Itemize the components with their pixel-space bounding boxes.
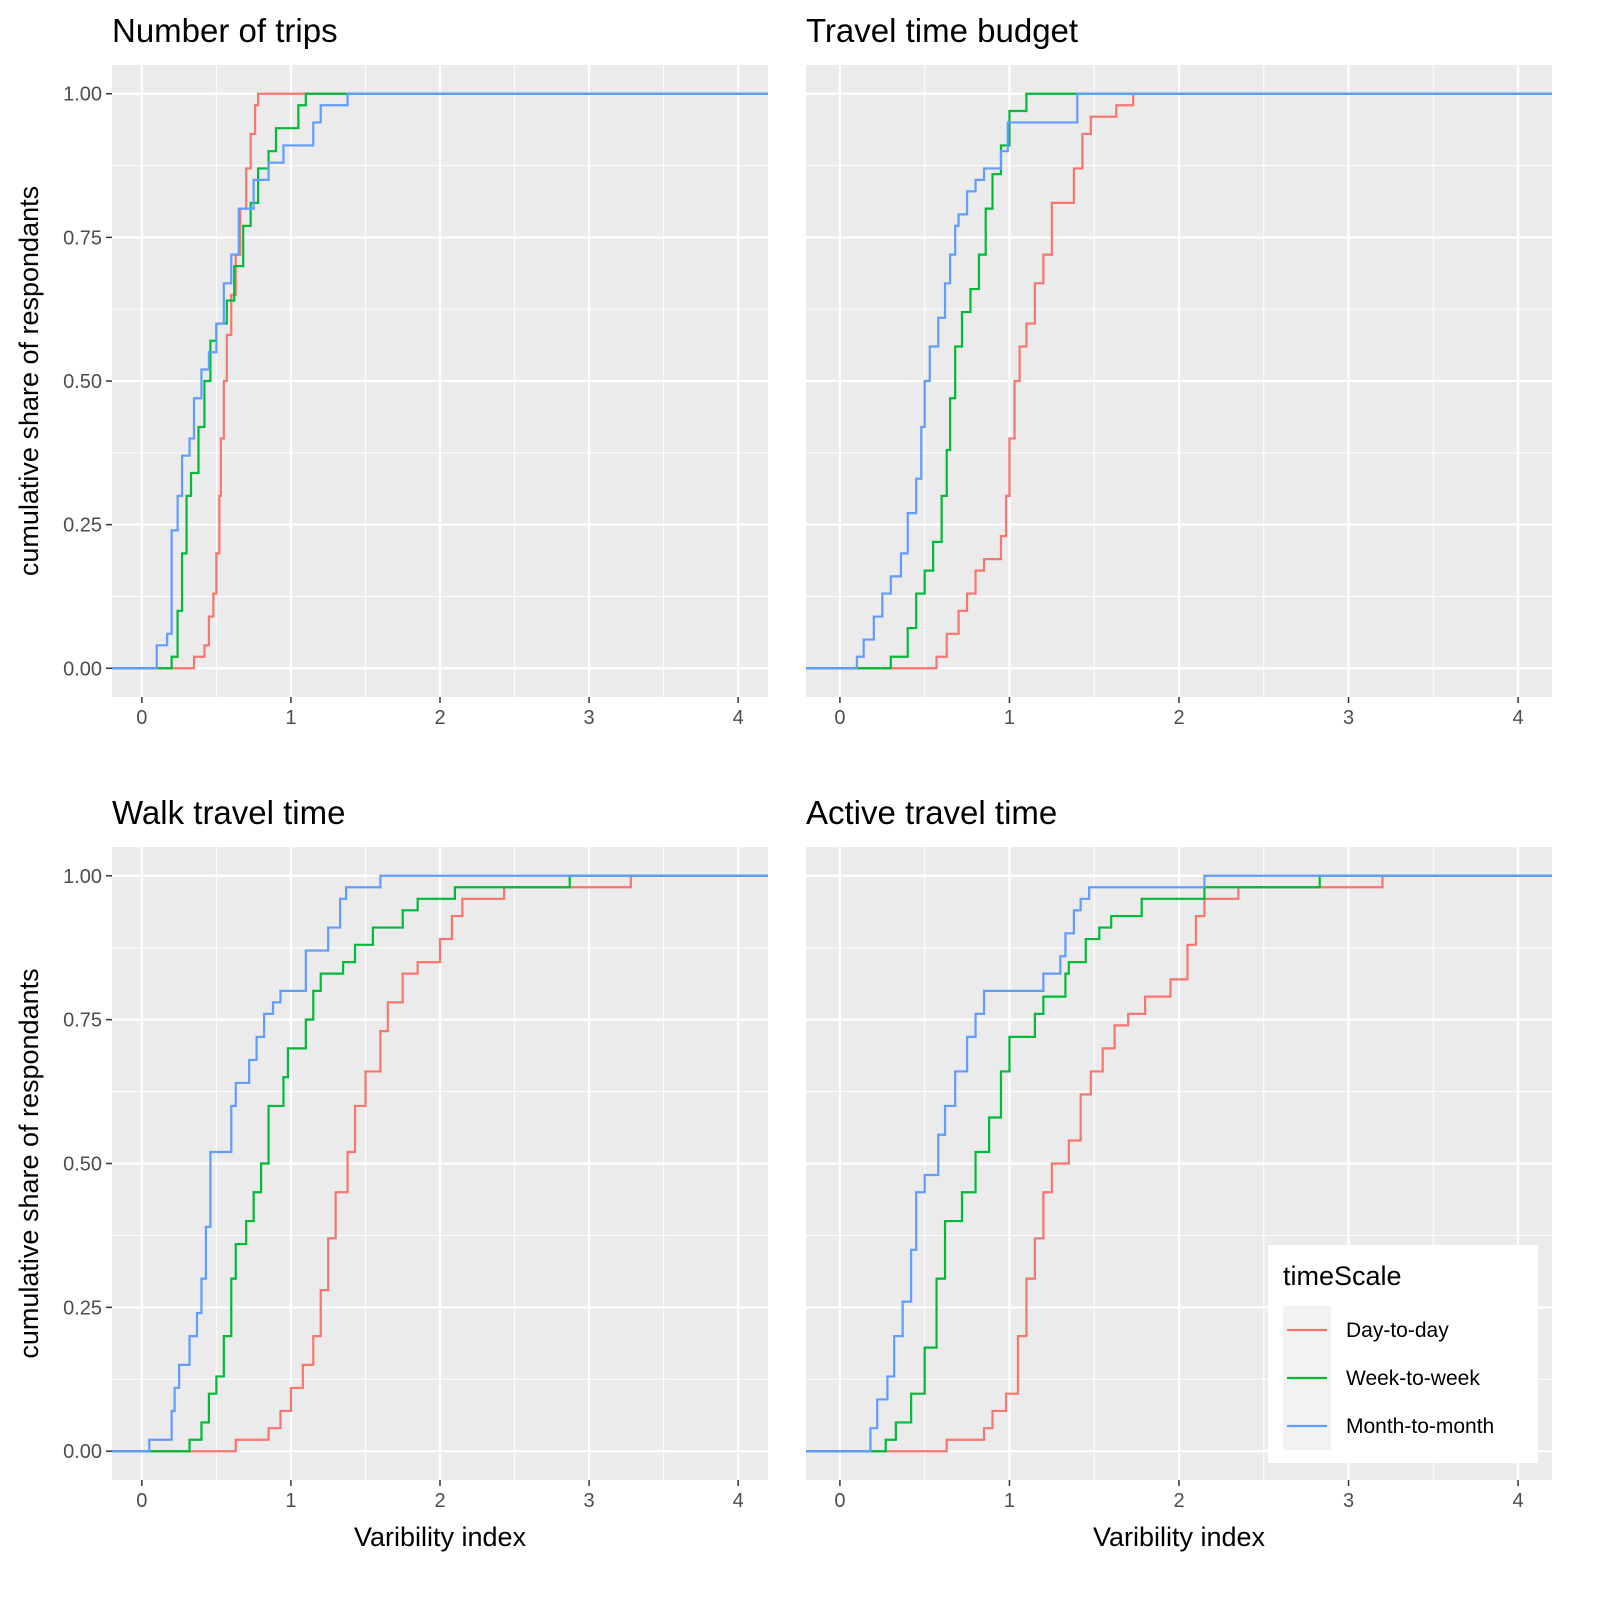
x-tick-label: 3	[584, 707, 595, 729]
x-tick-label: 0	[136, 1490, 147, 1512]
panel-1: 0 1 2 3 4 Travel time budget	[806, 12, 1552, 741]
x-tick-label: 4	[1513, 707, 1524, 729]
x-tick-label: 4	[733, 1490, 744, 1512]
y-tick-label: 0.25	[63, 1297, 102, 1319]
panel-title: Travel time budget	[806, 12, 1078, 49]
x-tick-label: 2	[434, 1490, 445, 1512]
x-tick-label: 1	[285, 707, 296, 729]
x-tick-label: 4	[1513, 1490, 1524, 1512]
y-tick-label: 0.75	[63, 227, 102, 249]
x-tick-label: 1	[285, 1490, 296, 1512]
ecdf-line-month-to-month	[112, 92, 768, 670]
y-tick-label: 1.00	[63, 866, 102, 888]
y-axis-label: cumulative share of respondants	[14, 186, 44, 576]
x-tick-label: 0	[834, 707, 845, 729]
ecdf-line-week-to-week	[806, 874, 1552, 1453]
ecdf-line-day-to-day	[806, 874, 1552, 1453]
ecdf-line-day-to-day	[112, 874, 768, 1453]
x-tick-label: 1	[1004, 1490, 1015, 1512]
ecdf-line-month-to-month	[806, 874, 1552, 1453]
y-tick-label: 0.50	[63, 1154, 102, 1176]
legend-label: Day-to-day	[1346, 1319, 1449, 1342]
panel-title: Active travel time	[806, 794, 1057, 831]
panel-title: Walk travel time	[112, 794, 345, 831]
y-tick-label: 0.25	[63, 515, 102, 537]
y-tick-label: 0.00	[63, 1441, 102, 1463]
x-tick-label: 4	[733, 707, 744, 729]
y-axis-label: cumulative share of respondants	[14, 968, 44, 1358]
x-axis-label: Varibility index	[354, 1522, 527, 1552]
x-tick-label: 2	[1173, 707, 1184, 729]
y-tick-label: 1.00	[63, 84, 102, 106]
x-axis-label: Varibility index	[1093, 1522, 1266, 1552]
ecdf-line-day-to-day	[112, 92, 768, 670]
x-tick-label: 3	[1343, 707, 1354, 729]
x-tick-label: 1	[1004, 707, 1015, 729]
legend-label: Week-to-week	[1346, 1367, 1480, 1390]
ecdf-line-day-to-day	[806, 92, 1552, 670]
panel-0: 0.00 0.25 0.50 0.75 1.00 0 1 2 3 4 Number of trips…	[14, 12, 768, 741]
legend-label: Month-to-month	[1346, 1415, 1494, 1438]
ecdf-line-month-to-month	[806, 92, 1552, 670]
x-tick-label: 2	[1173, 1490, 1184, 1512]
y-tick-label: 0.00	[63, 658, 102, 680]
x-tick-label: 0	[136, 707, 147, 729]
x-tick-label: 2	[434, 707, 445, 729]
y-tick-label: 0.50	[63, 371, 102, 393]
panel-title: Number of trips	[112, 12, 338, 49]
legend: timeScale Day-to-day Week-to-week Month-to-…	[1268, 1245, 1538, 1463]
x-tick-label: 0	[834, 1490, 845, 1512]
x-tick-label: 3	[1343, 1490, 1354, 1512]
y-tick-label: 0.75	[63, 1010, 102, 1032]
ecdf-line-month-to-month	[112, 874, 768, 1453]
panel-2: 0.00 0.25 0.50 0.75 1.00 0 1 2 3 4 Walk travel tim…	[14, 794, 768, 1552]
ecdf-line-week-to-week	[112, 874, 768, 1453]
legend-title: timeScale	[1283, 1261, 1402, 1291]
x-tick-label: 3	[584, 1490, 595, 1512]
